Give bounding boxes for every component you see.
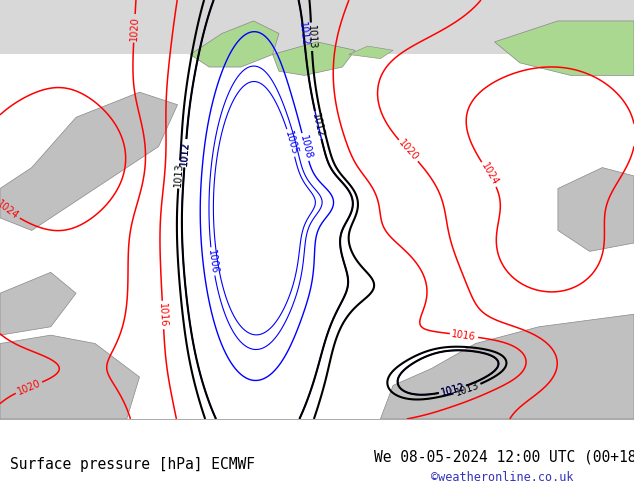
Polygon shape [349, 46, 393, 59]
Polygon shape [0, 92, 178, 230]
Text: 1012: 1012 [311, 112, 326, 138]
Text: 1020: 1020 [16, 378, 42, 397]
Text: 1020: 1020 [129, 16, 140, 41]
Text: 1013: 1013 [306, 24, 317, 49]
Text: 1024: 1024 [479, 161, 500, 188]
Text: ©weatheronline.co.uk: ©weatheronline.co.uk [431, 471, 574, 484]
Text: Surface pressure [hPa] ECMWF: Surface pressure [hPa] ECMWF [10, 457, 254, 471]
Text: 1012: 1012 [297, 21, 310, 47]
Polygon shape [380, 314, 634, 419]
Text: 1013: 1013 [454, 380, 481, 398]
Text: 1016: 1016 [157, 302, 169, 327]
Polygon shape [0, 335, 139, 419]
Polygon shape [0, 272, 76, 335]
Text: 1008: 1008 [297, 134, 313, 160]
Text: 1012: 1012 [439, 382, 466, 398]
Text: 1006: 1006 [206, 248, 219, 274]
Polygon shape [273, 42, 355, 75]
Text: 1016: 1016 [451, 329, 477, 342]
Polygon shape [558, 168, 634, 251]
Polygon shape [190, 21, 279, 67]
Polygon shape [0, 0, 634, 54]
Text: 1013: 1013 [173, 162, 185, 187]
Text: We 08-05-2024 12:00 UTC (00+180): We 08-05-2024 12:00 UTC (00+180) [374, 449, 634, 464]
Polygon shape [495, 21, 634, 75]
Text: 1012: 1012 [179, 141, 191, 166]
Text: 1005: 1005 [283, 129, 299, 156]
Text: 1012: 1012 [439, 382, 466, 398]
Text: 1012: 1012 [179, 141, 191, 166]
Text: 1020: 1020 [396, 138, 420, 163]
Text: 1024: 1024 [0, 199, 21, 221]
